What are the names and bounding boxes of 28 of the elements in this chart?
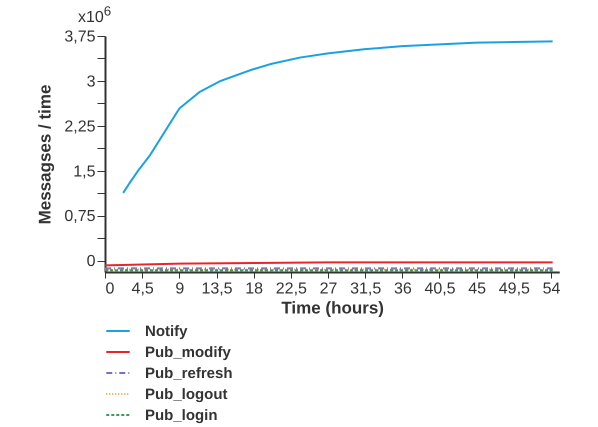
x-tick-label: 31,5 (350, 280, 382, 298)
x-tick-label: 4,5 (132, 280, 154, 298)
legend-label: Notify (145, 323, 188, 340)
x-tick-label: 9 (175, 280, 184, 298)
x-tick-label: 22,5 (276, 280, 308, 298)
x-tick-label: 27 (320, 280, 338, 298)
y-axis-title: Messagses / time (35, 84, 54, 224)
x-tick-label: 36 (394, 280, 412, 298)
text: x10$^{6}$ (78, 4, 112, 26)
y-tick-label: 2,25 (64, 118, 96, 136)
x-axis-title: Time (hours) (281, 298, 384, 318)
y-tick-label: 3,75 (64, 28, 96, 46)
x-tick-label: 45 (468, 280, 486, 298)
x-tick-label: 18 (245, 280, 264, 298)
y-tick-label: 1,5 (73, 163, 96, 180)
line-series (122, 40, 554, 194)
x-tick-label: 13,5 (201, 280, 233, 298)
legend-label: Pub_logout (145, 386, 228, 403)
x-tick-label: 40,5 (424, 280, 456, 298)
legend-label: Pub_modify (145, 344, 232, 361)
y-tick-label: 0,75 (64, 208, 96, 226)
x-tick-label: 49,5 (498, 280, 530, 298)
legend-label: Pub_refresh (145, 365, 233, 382)
x-tick-label: 54 (542, 280, 560, 298)
x-tick-label: 0 (106, 280, 114, 298)
y-tick-label: 0 (86, 253, 96, 270)
y-tick-label: 3 (86, 73, 96, 90)
legend-label: Pub_login (145, 407, 218, 424)
